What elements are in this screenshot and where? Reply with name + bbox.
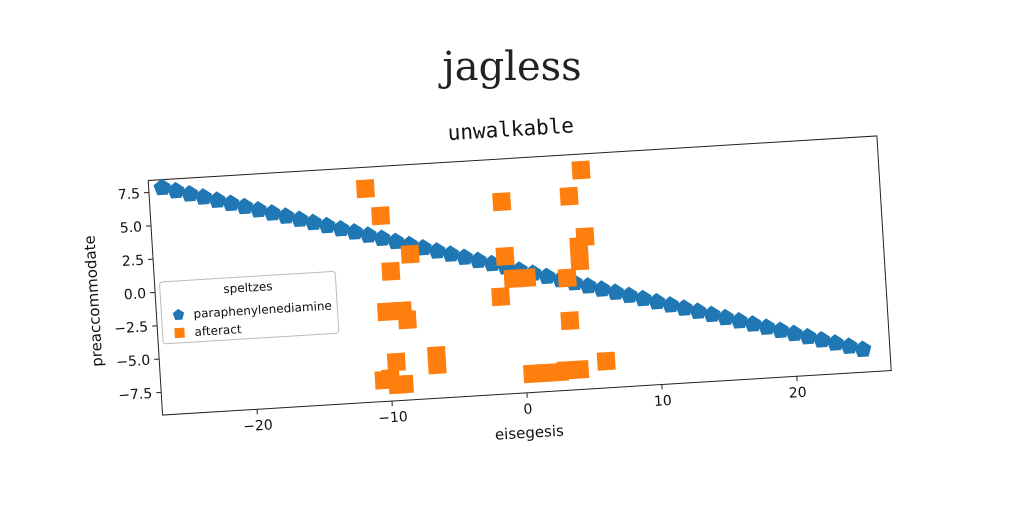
y-tick-label: 5.0 <box>119 219 142 236</box>
point-afteract <box>394 374 414 394</box>
point-afteract <box>386 352 406 372</box>
point-afteract <box>570 359 590 380</box>
point-paraphenylenediamine <box>304 213 322 231</box>
x-tick-label: −20 <box>243 417 273 435</box>
point-paraphenylenediamine <box>441 245 460 262</box>
point-afteract <box>570 251 590 271</box>
point-paraphenylenediamine <box>538 267 556 285</box>
point-paraphenylenediamine <box>675 299 693 316</box>
point-paraphenylenediamine <box>235 197 254 215</box>
point-paraphenylenediamine <box>249 200 267 218</box>
y-tick-label: 2.5 <box>121 253 144 270</box>
point-paraphenylenediamine <box>180 185 199 202</box>
y-tick-label: 7.5 <box>117 186 140 203</box>
point-paraphenylenediamine <box>785 324 803 342</box>
point-paraphenylenediamine <box>263 204 281 221</box>
point-paraphenylenediamine <box>648 292 666 310</box>
legend: speltzes paraphenylenediamine afteract <box>159 270 340 345</box>
point-paraphenylenediamine <box>290 210 309 228</box>
point-paraphenylenediamine <box>730 312 748 329</box>
point-afteract <box>557 268 577 288</box>
x-tick-label: 10 <box>653 393 672 410</box>
point-afteract <box>376 302 397 322</box>
point-afteract <box>517 268 537 288</box>
point-afteract <box>559 186 579 206</box>
point-afteract <box>400 244 420 264</box>
point-paraphenylenediamine <box>318 216 336 234</box>
point-paraphenylenediamine <box>579 277 597 294</box>
point-afteract <box>560 311 580 331</box>
point-paraphenylenediamine <box>332 219 350 237</box>
point-paraphenylenediamine <box>277 207 295 224</box>
point-paraphenylenediamine <box>222 194 240 212</box>
point-afteract <box>596 351 616 371</box>
point-afteract <box>427 355 447 375</box>
point-paraphenylenediamine <box>373 229 391 247</box>
y-tick-label: −7.5 <box>118 386 153 404</box>
point-paraphenylenediamine <box>469 251 487 269</box>
point-paraphenylenediamine <box>757 318 776 335</box>
point-paraphenylenediamine <box>359 226 377 243</box>
point-paraphenylenediamine <box>812 331 831 348</box>
legend-marker-paraphenylenediamine <box>172 308 185 321</box>
point-paraphenylenediamine <box>593 280 611 297</box>
point-paraphenylenediamine <box>455 248 473 266</box>
point-paraphenylenediamine <box>716 308 734 326</box>
x-tick-label: 20 <box>788 385 807 402</box>
point-paraphenylenediamine <box>771 321 789 339</box>
point-paraphenylenediamine <box>208 191 226 208</box>
y-tick-label: −5.0 <box>116 353 151 371</box>
point-afteract <box>371 206 391 226</box>
point-afteract <box>575 227 595 247</box>
point-paraphenylenediamine <box>689 302 707 320</box>
point-paraphenylenediamine <box>345 223 363 240</box>
page-title: jagless <box>442 44 582 90</box>
legend-box <box>159 270 340 345</box>
point-afteract <box>491 287 511 307</box>
point-afteract <box>397 310 417 330</box>
legend-marker-afteract <box>174 327 185 339</box>
point-paraphenylenediamine <box>840 337 858 354</box>
point-paraphenylenediamine <box>428 242 446 259</box>
y-axis-label: preaccommodate <box>80 235 106 368</box>
point-paraphenylenediamine <box>483 254 501 272</box>
point-afteract <box>381 261 401 281</box>
legend-title: speltzes <box>223 279 273 296</box>
point-paraphenylenediamine <box>634 289 652 307</box>
x-tick-label: 0 <box>523 402 533 419</box>
y-tick-label: −2.5 <box>114 319 149 337</box>
point-afteract <box>571 160 591 180</box>
point-paraphenylenediamine <box>744 315 762 332</box>
point-paraphenylenediamine <box>194 188 212 205</box>
point-paraphenylenediamine <box>661 296 679 313</box>
point-paraphenylenediamine <box>854 340 872 358</box>
point-paraphenylenediamine <box>153 178 171 196</box>
point-paraphenylenediamine <box>620 286 638 304</box>
point-afteract <box>492 192 512 212</box>
point-afteract <box>355 179 375 199</box>
point-paraphenylenediamine <box>826 334 844 351</box>
point-afteract <box>495 246 515 266</box>
point-paraphenylenediamine <box>799 327 817 345</box>
plot-title: unwalkable <box>447 113 575 145</box>
legend-label-afteract: afteract <box>194 322 242 339</box>
point-afteract <box>374 370 394 390</box>
point-paraphenylenediamine <box>386 232 405 250</box>
y-tick-label: 0.0 <box>123 286 146 303</box>
point-paraphenylenediamine <box>167 181 185 199</box>
point-paraphenylenediamine <box>703 305 721 323</box>
x-axis-label: eisegesis <box>494 422 564 444</box>
x-tick-label: −10 <box>378 409 408 427</box>
point-paraphenylenediamine <box>606 283 624 301</box>
